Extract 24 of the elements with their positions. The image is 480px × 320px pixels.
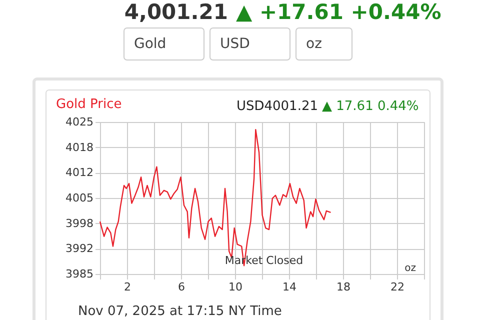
text: oz [306, 36, 322, 52]
text: ▲ +17.61 +0.44% [236, 0, 442, 24]
text: ▲ 17.61 0.44% [322, 99, 419, 114]
text: 4,001.21 [124, 0, 228, 24]
x-tick-label: 18 [336, 280, 350, 294]
y-tick-label: 4025 [66, 116, 94, 128]
x-tick-label: 22 [390, 280, 404, 294]
y-tick-label: 3998 [66, 216, 94, 230]
text: USD4001.21 [236, 99, 318, 114]
y-tick-label: 4005 [66, 192, 94, 204]
text: USD [220, 36, 250, 52]
y-tick-label: 3992 [66, 242, 94, 256]
chart-title: Gold Price [56, 97, 122, 112]
y-tick-label: 3985 [66, 268, 94, 280]
y-tick-label: 4012 [66, 166, 94, 180]
line-series [99, 129, 332, 266]
x-tick-label: 6 [178, 280, 185, 294]
y-tick-label: 4018 [66, 140, 94, 154]
x-tick-label: 14 [282, 280, 296, 294]
x-tick-label: 10 [228, 280, 242, 294]
text: Nov 07, 2025 at 17:15 NY Time [78, 304, 282, 319]
x-tick-label: 2 [124, 280, 131, 294]
text: Gold [134, 36, 166, 52]
annotation: oz [404, 263, 416, 274]
